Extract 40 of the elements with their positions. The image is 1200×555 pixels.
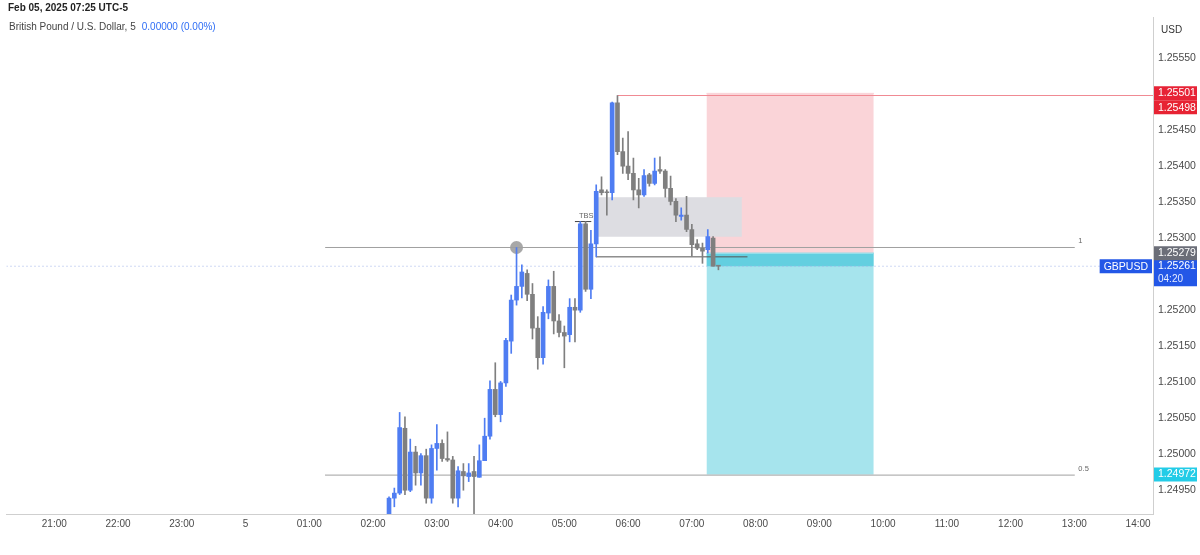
x-tick-label: 10:00 xyxy=(870,517,897,529)
annotation: 04:20 xyxy=(1158,273,1184,285)
chart-subtitle: 0.00000 (0.00%) xyxy=(141,21,216,32)
y-tick-label: 1.25350 xyxy=(1158,195,1197,208)
y-axis-title: USD xyxy=(1161,23,1183,35)
x-tick-label: 03:00 xyxy=(424,517,450,529)
y-tick-label: 1.25300 xyxy=(1158,231,1197,244)
y-tick-label: 1.25050 xyxy=(1158,411,1197,424)
y-tick-label: 1.25550 xyxy=(1158,50,1197,63)
y-tick-label: 1.25450 xyxy=(1158,122,1197,135)
x-tick-label: 06:00 xyxy=(615,517,642,529)
x-tick-label: 22:00 xyxy=(105,517,132,529)
y-tick-label: 1.25400 xyxy=(1158,158,1197,171)
x-tick-label: 01:00 xyxy=(296,517,323,529)
x-tick-label: 12:00 xyxy=(998,517,1024,529)
x-tick-label: 08:00 xyxy=(743,517,769,529)
x-tick-label: 02:00 xyxy=(360,517,387,529)
annotation: 1.25498 xyxy=(1158,100,1197,113)
y-tick-label: 1.25501 xyxy=(1158,86,1197,99)
text: Feb 05, 2025 07:25 UTC-5 xyxy=(8,2,129,14)
chart-title: British Pound / U.S. Dollar, 5 xyxy=(9,21,136,32)
ref-line-label: GBPUSD xyxy=(1103,259,1149,272)
y-tick-label: 1.25261 xyxy=(1158,259,1197,272)
y-tick-label: 1.24972 xyxy=(1158,467,1197,480)
y-tick-label: 1.25279 xyxy=(1158,246,1197,259)
x-tick-label: 11:00 xyxy=(934,517,960,529)
x-tick-label: 09:00 xyxy=(806,517,833,529)
y-tick-label: 1.24950 xyxy=(1158,483,1197,496)
x-tick-label: 23:00 xyxy=(169,517,195,529)
y-tick-label: 1.25200 xyxy=(1158,303,1197,316)
x-tick-label: 05:00 xyxy=(551,517,578,529)
y-tick-label: 1.25150 xyxy=(1158,339,1197,352)
y-tick-label: 1.25000 xyxy=(1158,447,1197,460)
y-tick-label: 1.25100 xyxy=(1158,375,1197,388)
x-tick-label: 14:00 xyxy=(1125,517,1152,529)
x-tick-label: 13:00 xyxy=(1061,517,1088,529)
x-tick-label: 07:00 xyxy=(679,517,705,529)
x-tick-label: 5 xyxy=(242,517,249,529)
x-tick-label: 21:00 xyxy=(41,517,68,529)
x-tick-label: 04:00 xyxy=(488,517,514,529)
